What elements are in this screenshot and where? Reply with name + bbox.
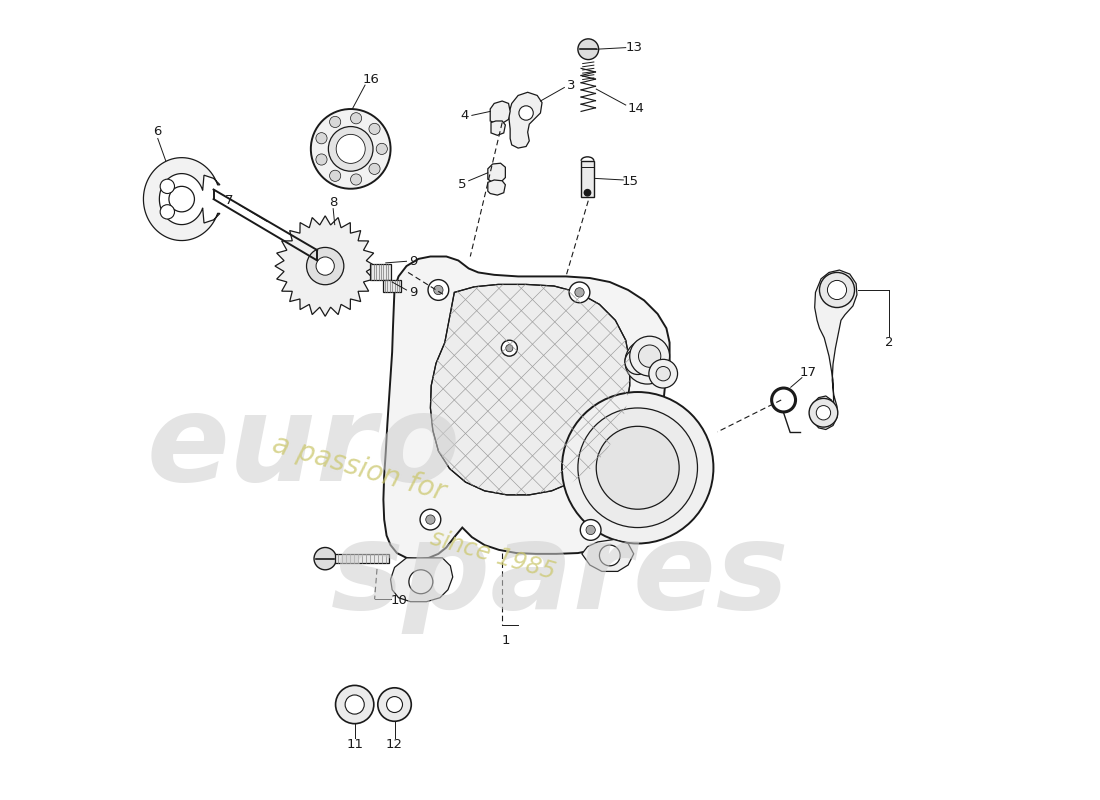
Circle shape xyxy=(596,426,679,510)
Circle shape xyxy=(351,174,362,185)
Circle shape xyxy=(345,695,364,714)
Circle shape xyxy=(625,339,670,384)
Polygon shape xyxy=(390,558,453,602)
Bar xyxy=(384,280,400,292)
Circle shape xyxy=(575,288,584,297)
Text: 17: 17 xyxy=(800,366,817,379)
Polygon shape xyxy=(491,101,510,123)
Bar xyxy=(581,161,594,197)
Polygon shape xyxy=(384,257,670,559)
Circle shape xyxy=(409,570,432,594)
Circle shape xyxy=(420,510,441,530)
Circle shape xyxy=(316,154,327,165)
Text: since 1985: since 1985 xyxy=(427,526,558,585)
Circle shape xyxy=(337,134,365,163)
Circle shape xyxy=(562,392,714,543)
Polygon shape xyxy=(275,216,375,316)
Text: 12: 12 xyxy=(386,738,403,751)
Polygon shape xyxy=(430,285,629,495)
Text: 1: 1 xyxy=(502,634,510,647)
Circle shape xyxy=(569,282,590,302)
Text: 3: 3 xyxy=(568,78,575,91)
Bar xyxy=(370,265,390,281)
Polygon shape xyxy=(508,92,542,148)
Circle shape xyxy=(314,547,337,570)
Text: 7: 7 xyxy=(226,194,234,207)
Circle shape xyxy=(330,170,341,182)
Polygon shape xyxy=(487,163,505,182)
Circle shape xyxy=(316,133,327,144)
Circle shape xyxy=(426,515,436,524)
Text: a passion for: a passion for xyxy=(270,430,449,506)
Circle shape xyxy=(351,113,362,124)
Polygon shape xyxy=(487,180,505,195)
Circle shape xyxy=(656,366,670,381)
Circle shape xyxy=(329,126,373,171)
Circle shape xyxy=(586,526,595,534)
Polygon shape xyxy=(143,158,220,241)
Circle shape xyxy=(376,143,387,154)
Circle shape xyxy=(377,688,411,722)
Circle shape xyxy=(600,545,620,566)
Circle shape xyxy=(428,280,449,300)
Circle shape xyxy=(625,349,650,374)
Text: euro: euro xyxy=(146,390,461,506)
Text: 11: 11 xyxy=(346,738,363,751)
Circle shape xyxy=(386,697,403,713)
Circle shape xyxy=(827,281,847,299)
Circle shape xyxy=(519,106,534,120)
Circle shape xyxy=(578,39,598,59)
Text: 5: 5 xyxy=(458,178,466,191)
Text: 10: 10 xyxy=(390,594,407,607)
Circle shape xyxy=(161,205,175,219)
Polygon shape xyxy=(812,270,857,430)
Text: spares: spares xyxy=(331,517,790,634)
Circle shape xyxy=(368,163,381,174)
Circle shape xyxy=(506,345,513,352)
Circle shape xyxy=(169,186,195,212)
Text: 8: 8 xyxy=(329,196,338,209)
Text: 16: 16 xyxy=(362,73,380,86)
Circle shape xyxy=(820,273,855,307)
Text: 13: 13 xyxy=(625,41,642,54)
Circle shape xyxy=(330,116,341,127)
Circle shape xyxy=(578,408,697,527)
Circle shape xyxy=(336,686,374,724)
Polygon shape xyxy=(582,539,634,571)
Text: 9: 9 xyxy=(409,286,417,299)
Circle shape xyxy=(311,109,390,189)
Text: 9: 9 xyxy=(409,254,417,268)
Text: 2: 2 xyxy=(884,336,893,349)
Circle shape xyxy=(502,340,517,356)
Circle shape xyxy=(584,190,591,196)
Circle shape xyxy=(161,179,175,194)
Circle shape xyxy=(307,247,344,285)
Circle shape xyxy=(433,286,443,294)
Circle shape xyxy=(810,398,838,427)
Circle shape xyxy=(581,519,601,540)
Circle shape xyxy=(368,123,381,134)
Circle shape xyxy=(629,336,670,376)
Text: 15: 15 xyxy=(621,175,639,188)
Text: 4: 4 xyxy=(461,109,469,122)
Text: 14: 14 xyxy=(628,102,645,114)
Polygon shape xyxy=(491,121,505,135)
Circle shape xyxy=(816,406,831,420)
Circle shape xyxy=(649,359,678,388)
Text: 6: 6 xyxy=(154,125,162,138)
Circle shape xyxy=(638,345,661,367)
Circle shape xyxy=(316,257,334,275)
Bar xyxy=(334,554,389,563)
